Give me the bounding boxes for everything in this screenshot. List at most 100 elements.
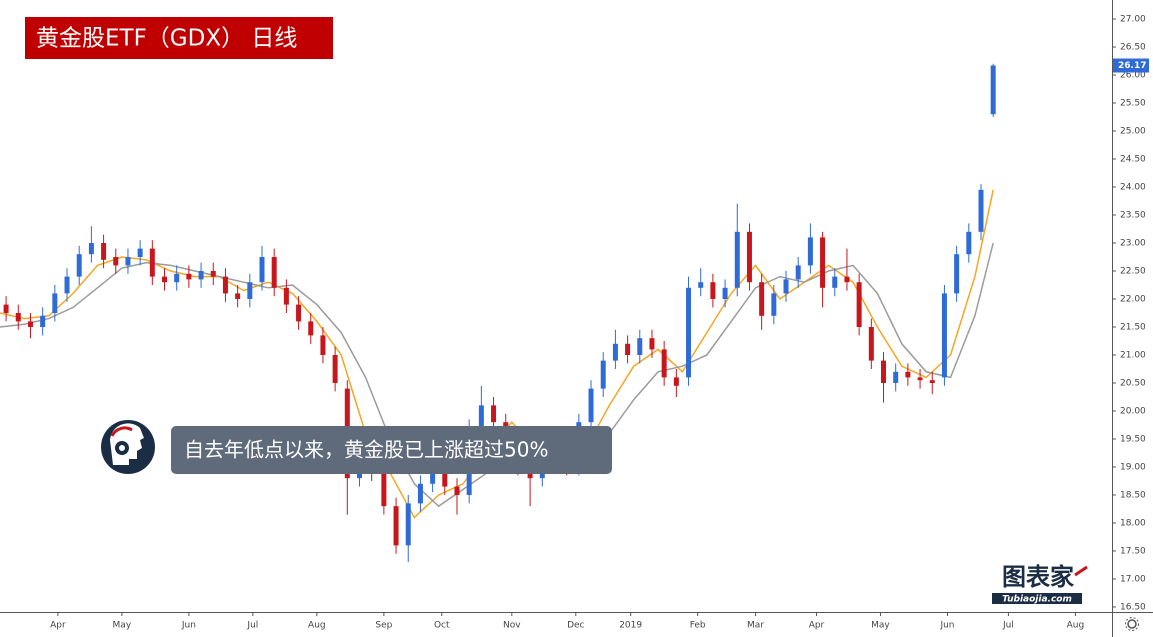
y-tick-label: 27.00 — [1120, 15, 1146, 25]
candle-body — [905, 371, 911, 378]
candle-body — [710, 282, 716, 300]
y-tick-label: 21.50 — [1120, 322, 1146, 332]
candle-body — [746, 231, 752, 283]
x-tick-label: Oct — [434, 621, 450, 631]
annotation-box — [171, 426, 612, 474]
candle-body — [283, 287, 289, 305]
y-tick-label: 24.00 — [1120, 183, 1146, 193]
x-tick-label: Jun — [939, 621, 954, 631]
candle-body — [686, 287, 692, 378]
y-tick-label: 16.50 — [1120, 602, 1146, 612]
candle-body — [247, 282, 253, 300]
candle-body — [308, 321, 314, 336]
candle-body — [783, 279, 789, 294]
candle-body — [978, 189, 984, 232]
x-tick-label: Mar — [747, 621, 764, 631]
candle-body — [174, 273, 180, 283]
x-tick-label: Apr — [809, 621, 825, 631]
x-tick-label: Nov — [503, 621, 521, 631]
candle-body — [491, 405, 497, 423]
y-tick-label: 25.50 — [1120, 99, 1146, 109]
candle-body — [381, 472, 387, 507]
x-tick-label: Dec — [567, 621, 584, 631]
candle-body — [52, 293, 58, 313]
candle-body — [637, 338, 643, 355]
candle-body — [649, 338, 655, 350]
candle-body — [941, 293, 947, 378]
candle-body — [893, 371, 899, 383]
axes: 16.50 17.00 17.50 18.00 18.50 19.00 19.50 20.00… — [50, 15, 1149, 631]
candle-body — [698, 282, 704, 288]
x-tick-label: Aug — [308, 621, 326, 631]
candle-body — [198, 271, 204, 280]
candle-body — [235, 293, 241, 300]
x-tick-label: May — [871, 621, 890, 631]
candle-body — [76, 254, 82, 277]
y-tick-label: 26.50 — [1120, 43, 1146, 53]
candle-body — [625, 343, 631, 355]
candle-body — [125, 257, 131, 266]
candle-body — [807, 237, 813, 266]
x-tick-label: Jun — [181, 621, 196, 631]
candle-body — [990, 65, 996, 115]
candle-body — [673, 377, 679, 386]
settings-icon[interactable] — [1125, 617, 1139, 631]
candle-body — [759, 282, 765, 316]
candle-body — [868, 326, 874, 361]
candle-body — [222, 276, 228, 294]
candle-body — [259, 257, 265, 283]
x-tick-label: May — [113, 621, 132, 631]
candle-body — [101, 243, 107, 260]
candle-body — [210, 271, 216, 277]
watermark-title: 图表家 — [1002, 563, 1074, 591]
x-tick-label: Sep — [375, 621, 392, 631]
last-price-label: 26.17 — [1118, 61, 1146, 71]
candle-body — [15, 312, 21, 322]
watermark-subtitle: Tubiaojia.com — [1002, 595, 1072, 605]
candle-body — [734, 231, 740, 288]
y-tick-label: 23.00 — [1120, 239, 1146, 249]
x-tick-label: 2019 — [619, 621, 642, 631]
candle-body — [113, 257, 119, 266]
candle-body — [600, 360, 606, 389]
y-tick-label: 21.00 — [1120, 350, 1146, 360]
watermark-arrow — [1074, 565, 1088, 577]
y-tick-label: 18.00 — [1120, 518, 1146, 528]
candle-body — [795, 265, 801, 280]
annotation: 自去年低点以来，黄金股已上涨超过50% — [184, 438, 548, 462]
candle-body — [881, 360, 887, 383]
candle-body — [856, 282, 862, 327]
y-tick-label: 18.50 — [1120, 490, 1146, 500]
x-tick-label: Apr — [50, 621, 66, 631]
candle-body — [820, 237, 826, 288]
candle-body — [954, 254, 960, 294]
candle-body — [844, 276, 850, 283]
y-tick-label: 17.00 — [1120, 574, 1146, 584]
candle-body — [137, 248, 143, 258]
y-tick-label: 22.50 — [1120, 267, 1146, 277]
y-tick-label: 24.50 — [1120, 155, 1146, 165]
candle-body — [478, 405, 484, 428]
candle-body — [966, 231, 972, 255]
candle-body — [929, 380, 935, 383]
candle-body — [612, 343, 618, 361]
candle-body — [149, 248, 155, 277]
candle-body — [3, 304, 9, 313]
y-tick-label: 20.50 — [1120, 378, 1146, 388]
y-tick-label: 22.00 — [1120, 295, 1146, 305]
x-tick-label: Jul — [1002, 621, 1014, 631]
watermark-bar — [992, 593, 1082, 604]
y-tick-label: 25.00 — [1120, 127, 1146, 137]
candle-body — [722, 287, 728, 300]
candle-body — [417, 483, 423, 504]
y-tick-label: 17.50 — [1120, 546, 1146, 556]
chart-title: 黄金股ETF（GDX） 日线 — [36, 26, 297, 52]
candle-body — [661, 349, 667, 378]
y-tick-label: 19.50 — [1120, 434, 1146, 444]
y-tick-label: 20.00 — [1120, 406, 1146, 416]
candle-body — [454, 486, 460, 495]
candle-body — [405, 503, 411, 546]
candle-body — [40, 315, 46, 327]
candle-body — [296, 304, 302, 322]
